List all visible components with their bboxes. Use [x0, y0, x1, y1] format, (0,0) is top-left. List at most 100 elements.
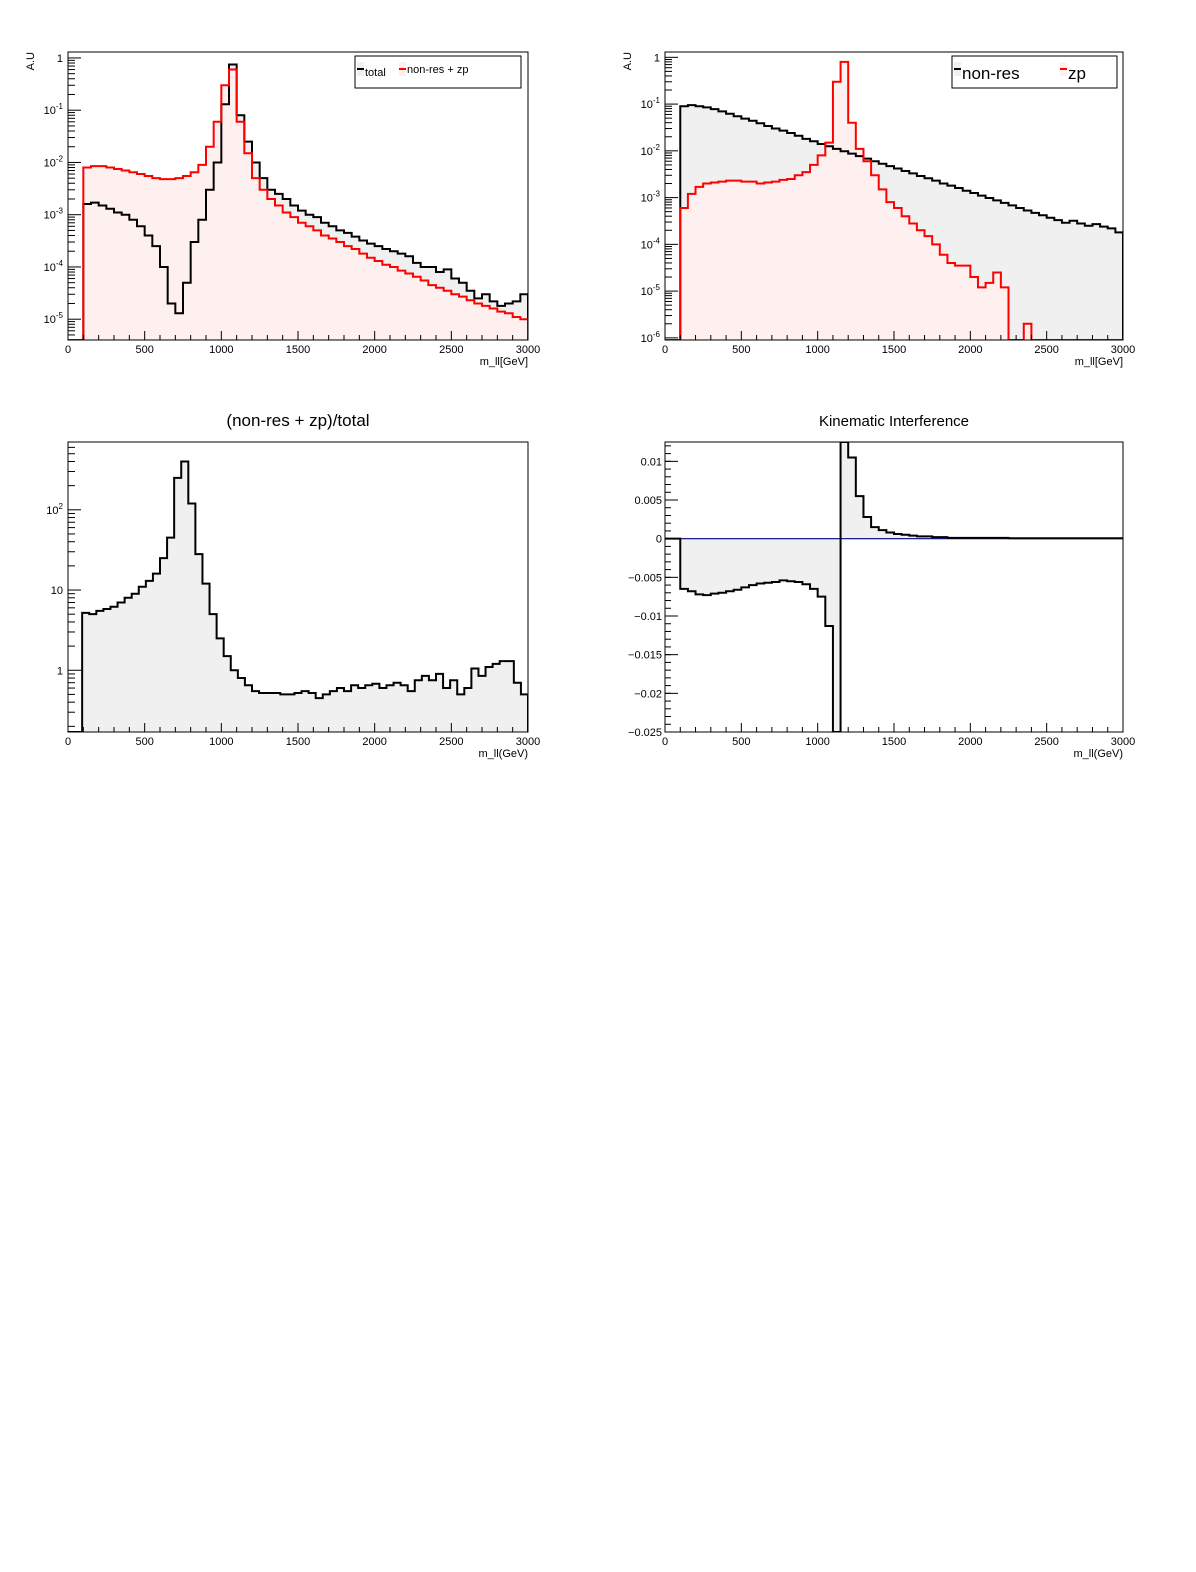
x-tick-label: 3000: [1111, 736, 1135, 748]
legend: total non-res + zp: [354, 55, 522, 89]
x-tick-label: 500: [732, 736, 750, 748]
y-tick-label: 10: [51, 585, 63, 597]
y-axis-label: A.U: [622, 52, 634, 70]
tick-label-base: 10: [46, 505, 58, 517]
y-tick-label: −0.02: [634, 688, 662, 700]
x-tick-label: 2500: [1034, 736, 1058, 748]
tick-label-base: 10: [51, 585, 63, 597]
tick-label-base: 10: [641, 239, 653, 251]
series-line-1: [665, 442, 1123, 732]
legend-label: non-res + zp: [407, 64, 468, 76]
plot-area: [665, 60, 1123, 340]
y-tick-label: 10-4: [641, 236, 661, 251]
y-tick-label: 10-5: [44, 311, 64, 326]
x-tick-label: 1000: [209, 736, 233, 748]
x-axis: 0 500 1000 1500 2000 2500 3000: [65, 723, 540, 748]
legend: non-res zp: [951, 55, 1118, 89]
tick-label-base: 10: [641, 193, 653, 205]
x-tick-label: 500: [135, 344, 153, 356]
tick-label-base: 1: [57, 53, 63, 65]
tick-label-base: 1: [654, 52, 660, 64]
series-fill-1: [68, 461, 528, 732]
y-tick-label: −0.025: [628, 727, 662, 739]
x-axis-label: m_ll[GeV]: [1075, 356, 1123, 368]
chart-title: Kinematic Interference: [819, 413, 969, 430]
y-tick-label: 10-1: [44, 102, 64, 117]
x-tick-label: 1500: [286, 736, 310, 748]
y-tick-label: 1: [654, 52, 660, 64]
y-tick-label: 0.01: [641, 456, 662, 468]
chart-title: (non-res + zp)/total: [226, 411, 369, 430]
tick-label-exponent: -4: [653, 236, 661, 245]
legend-label: non-res: [962, 64, 1020, 83]
y-tick-label: 10-2: [641, 143, 661, 158]
x-tick-label: 1000: [805, 344, 829, 356]
y-tick-label: 10-3: [44, 207, 64, 222]
legend-label: total: [365, 67, 386, 79]
y-tick-label: 10-3: [641, 190, 661, 205]
x-tick-label: 1500: [882, 344, 906, 356]
tick-label-base: 10: [641, 286, 653, 298]
tick-label-base: 1: [57, 665, 63, 677]
tick-label-base: 10: [641, 99, 653, 111]
legend-frame: [951, 55, 1118, 89]
x-axis: 0 500 1000 1500 2000 2500 3000: [662, 723, 1135, 748]
x-tick-label: 1500: [286, 344, 310, 356]
tick-label-base: 10: [641, 146, 653, 158]
y-tick-label: 0: [656, 534, 662, 546]
x-tick-label: 2500: [439, 736, 463, 748]
x-axis-label: m_ll(GeV): [1073, 748, 1123, 760]
x-axis: 0 500 1000 1500 2000 2500 3000: [65, 331, 540, 356]
x-tick-label: 3000: [1111, 344, 1135, 356]
tick-label-exponent: -1: [56, 102, 64, 111]
tick-label-base: 10: [641, 333, 653, 345]
y-tick-label: −0.015: [628, 650, 662, 662]
chart-panel-3: 0 500 1000 1500 2000 2500 3000102101m_ll(GeV)(…: [46, 411, 540, 760]
tick-label-exponent: -4: [56, 259, 64, 268]
chart-panel-1: 0 500 1000 1500 2000 2500 3000110-110-210-310-…: [25, 51, 540, 368]
x-tick-label: 500: [135, 736, 153, 748]
tick-label-exponent: -2: [653, 143, 661, 152]
series-line-2: [665, 60, 1123, 340]
tick-label-exponent: -6: [653, 330, 661, 339]
tick-label-exponent: -2: [56, 154, 64, 163]
plot-area: [68, 63, 528, 340]
y-tick-label: 1: [57, 665, 63, 677]
chart-panel-2: 0 500 1000 1500 2000 2500 3000110-110-210-310-…: [622, 51, 1135, 368]
y-tick-label: 102: [46, 502, 63, 517]
x-tick-label: 1000: [209, 344, 233, 356]
x-tick-label: 2000: [958, 736, 982, 748]
x-tick-label: 1500: [882, 736, 906, 748]
x-tick-label: 2500: [439, 344, 463, 356]
x-tick-label: 0: [662, 736, 668, 748]
y-tick-label: −0.005: [628, 572, 662, 584]
x-tick-label: 0: [662, 344, 668, 356]
x-tick-label: 2000: [362, 344, 386, 356]
tick-label-base: 10: [44, 314, 56, 326]
x-tick-label: 1000: [805, 736, 829, 748]
x-tick-label: 2500: [1034, 344, 1058, 356]
tick-label-exponent: 2: [59, 502, 64, 511]
tick-label-base: 10: [44, 210, 56, 222]
y-tick-label: 10-4: [44, 259, 64, 274]
chart-panel-4: 0 500 1000 1500 2000 2500 3000 0.01 0.005 0 −0.005…: [628, 413, 1135, 760]
x-tick-label: 3000: [516, 736, 540, 748]
x-axis-label: m_ll(GeV): [478, 748, 528, 760]
series-line-2: [68, 68, 528, 340]
tick-label-exponent: -3: [653, 190, 661, 199]
tick-label-exponent: -5: [56, 311, 64, 320]
x-tick-label: 0: [65, 736, 71, 748]
y-tick-label: 10-1: [641, 96, 661, 111]
plot-area: [665, 442, 1123, 732]
y-tick-label: 0.005: [634, 495, 662, 507]
y-tick-label: 1: [57, 53, 63, 65]
legend-label: zp: [1068, 64, 1086, 83]
tick-label-exponent: -1: [653, 96, 661, 105]
tick-label-base: 10: [44, 105, 56, 117]
y-axis: 110-110-210-310-410-5: [44, 53, 81, 341]
plot-area: [68, 460, 528, 732]
y-tick-label: 10-5: [641, 283, 661, 298]
tick-label-exponent: -3: [56, 207, 64, 216]
